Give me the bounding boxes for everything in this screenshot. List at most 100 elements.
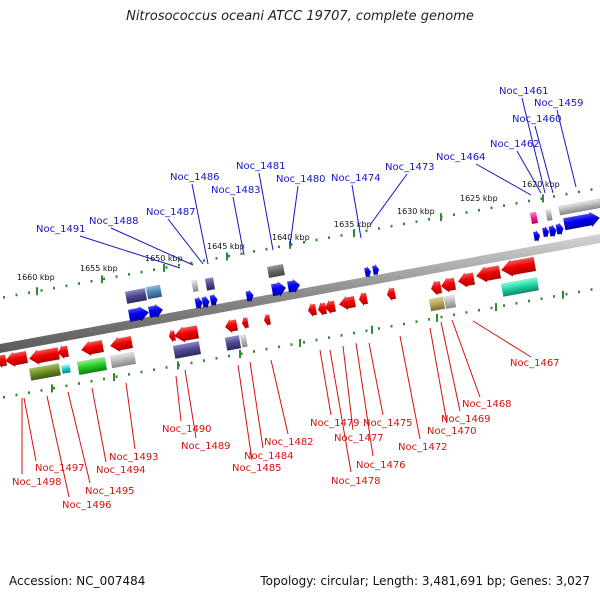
ruler-major-tick [163, 263, 165, 272]
label-layer: Noc_1459 Noc_1460 Noc_1461 Noc_1462 Noc_1464… [12, 86, 584, 511]
ruler-major-tick [226, 252, 228, 261]
gene-label: Noc_1494 [96, 465, 146, 476]
gene-forward [532, 229, 541, 242]
gene-label: Noc_1473 [385, 162, 435, 173]
ruler-minor-tick [478, 208, 480, 212]
ruler-minor-tick [115, 375, 118, 378]
gene-reverse [440, 276, 457, 293]
ruler-minor-tick [278, 345, 280, 349]
ruler-major-tick [353, 229, 355, 238]
ruler-minor-tick [403, 322, 405, 326]
backbone-layer [0, 234, 600, 353]
gene-rna [558, 198, 600, 216]
gene-forward [209, 293, 218, 307]
ruler-minor-tick [140, 370, 143, 374]
gene-layer [0, 198, 600, 381]
gene-reverse [430, 279, 443, 297]
gene-label: Noc_1460 [512, 114, 562, 125]
gene-label: Noc_1485 [232, 463, 282, 474]
gene-label: Noc_1475 [363, 418, 413, 429]
ruler-label: 1645 kbp [207, 242, 245, 251]
ruler-major-tick [299, 339, 301, 348]
ruler-minor-tick [490, 306, 493, 310]
ruler-minor-tick [415, 220, 418, 223]
gene-reverse [358, 291, 369, 307]
gene-forward [548, 224, 557, 238]
ruler-minor-tick [440, 315, 443, 319]
ruler-minor-tick [365, 229, 368, 233]
gene-label: Noc_1462 [490, 139, 540, 150]
ruler-minor-tick [203, 359, 205, 362]
genome-backbone [0, 234, 600, 353]
leader-line [329, 349, 352, 473]
gene-reverse [4, 350, 29, 368]
gene-other [428, 296, 446, 312]
accession-text: Accession: NC_007484 [9, 574, 146, 588]
genome-title: Nitrosococcus oceani ATCC 19707, complet… [126, 9, 474, 24]
ruler-minor-tick [453, 313, 455, 317]
gene-label: Noc_1477 [334, 433, 384, 444]
gene-forward [541, 225, 550, 238]
gene-label: Noc_1496 [62, 500, 112, 511]
ruler-minor-tick [128, 273, 130, 276]
gene-label: Noc_1459 [534, 98, 584, 109]
ruler-minor-tick [103, 377, 105, 381]
ruler-minor-tick [128, 373, 130, 376]
leader-line [110, 227, 194, 266]
leader-line [67, 391, 91, 484]
ruler-minor-tick [253, 350, 255, 353]
gene-reverse [338, 295, 357, 311]
gene-reverse [475, 265, 502, 283]
gene-other [204, 277, 216, 291]
gene-rna [529, 211, 539, 225]
ruler-minor-tick [590, 288, 593, 291]
ruler-minor-tick [528, 199, 530, 203]
gene-reverse [386, 286, 397, 302]
ruler-minor-tick [328, 336, 330, 339]
ruler-minor-tick [3, 395, 5, 399]
leader-line [125, 382, 136, 450]
ruler-minor-tick [228, 254, 230, 258]
gene-label: Noc_1476 [356, 460, 406, 471]
gene-reverse [80, 339, 105, 357]
gene-reverse [457, 272, 476, 288]
ruler-major-tick [239, 350, 241, 359]
ruler-minor-tick [315, 338, 318, 342]
ruler-minor-tick [353, 331, 355, 335]
ruler-major-tick [101, 275, 103, 284]
gene-label: Noc_1468 [462, 399, 512, 410]
gene-forward [201, 295, 210, 309]
gene-forward [147, 303, 164, 319]
ruler-minor-tick [565, 192, 568, 196]
ruler-minor-tick [165, 266, 168, 269]
ruler-minor-tick [503, 304, 505, 307]
leader-line [429, 327, 448, 424]
ruler-minor-tick [478, 308, 480, 312]
gene-reverse [317, 301, 328, 317]
leader-line [184, 369, 197, 439]
gene-reverse [57, 344, 70, 360]
ruler-minor-tick [378, 227, 380, 230]
leader-line [475, 163, 532, 196]
ruler-minor-tick [303, 340, 305, 344]
gene-other [172, 340, 202, 360]
ruler-minor-tick [340, 334, 343, 337]
ruler-major-tick [177, 361, 179, 370]
ruler-minor-tick [15, 393, 18, 397]
ruler-minor-tick [103, 277, 105, 281]
ruler-minor-tick [253, 250, 255, 253]
gene-other [28, 363, 62, 381]
leader-line [369, 173, 408, 226]
leader-line [368, 342, 384, 416]
ruler-minor-tick [390, 224, 393, 228]
gene-label: Noc_1491 [36, 224, 86, 235]
leader-line [191, 183, 209, 265]
leader-line [237, 364, 253, 461]
ruler-minor-tick [65, 284, 68, 288]
gene-label: Noc_1490 [162, 424, 212, 435]
gene-reverse [109, 335, 134, 353]
ruler-minor-tick [303, 240, 305, 244]
gene-forward [245, 289, 254, 303]
leader-line [451, 319, 481, 398]
